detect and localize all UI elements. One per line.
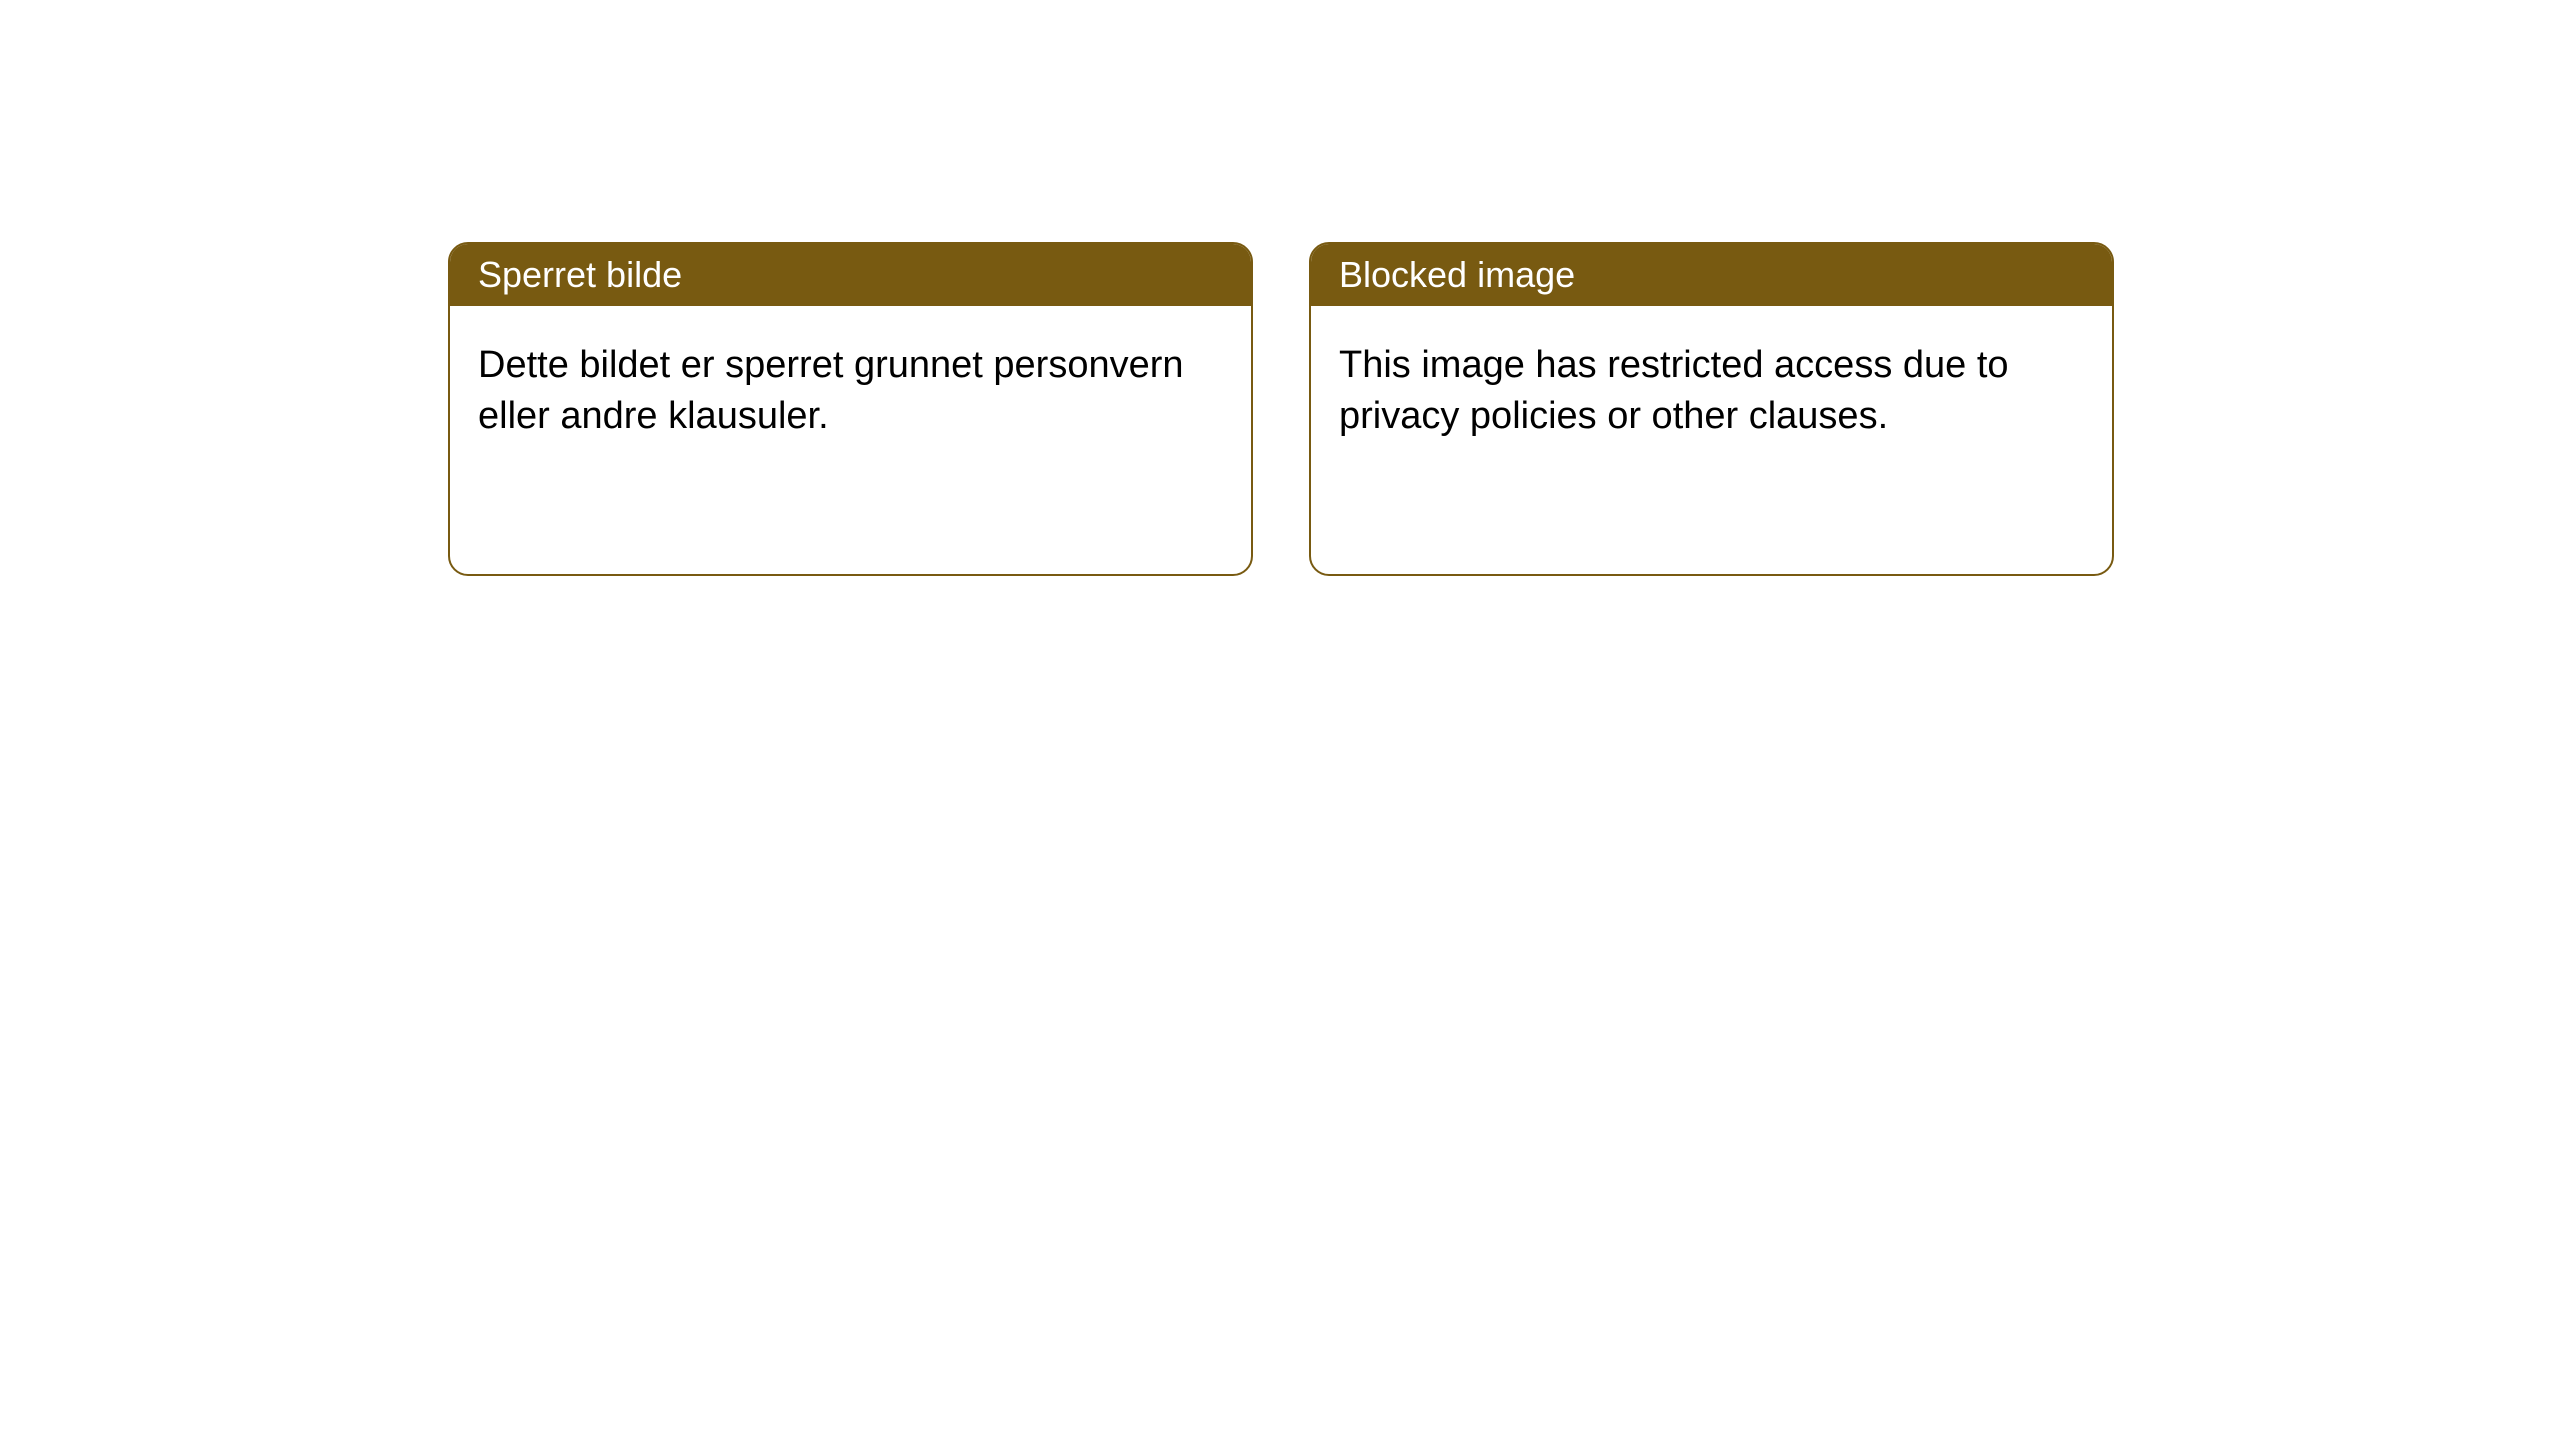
- card-header: Sperret bilde: [450, 244, 1251, 306]
- card-title: Sperret bilde: [478, 254, 682, 296]
- card-message: Dette bildet er sperret grunnet personve…: [478, 344, 1184, 437]
- card-body: This image has restricted access due to …: [1311, 306, 2112, 477]
- card-body: Dette bildet er sperret grunnet personve…: [450, 306, 1251, 477]
- card-header: Blocked image: [1311, 244, 2112, 306]
- blocked-image-card-no: Sperret bilde Dette bildet er sperret gr…: [448, 242, 1253, 576]
- card-message: This image has restricted access due to …: [1339, 344, 2009, 437]
- cards-container: Sperret bilde Dette bildet er sperret gr…: [0, 0, 2560, 576]
- card-title: Blocked image: [1339, 254, 1575, 296]
- blocked-image-card-en: Blocked image This image has restricted …: [1309, 242, 2114, 576]
